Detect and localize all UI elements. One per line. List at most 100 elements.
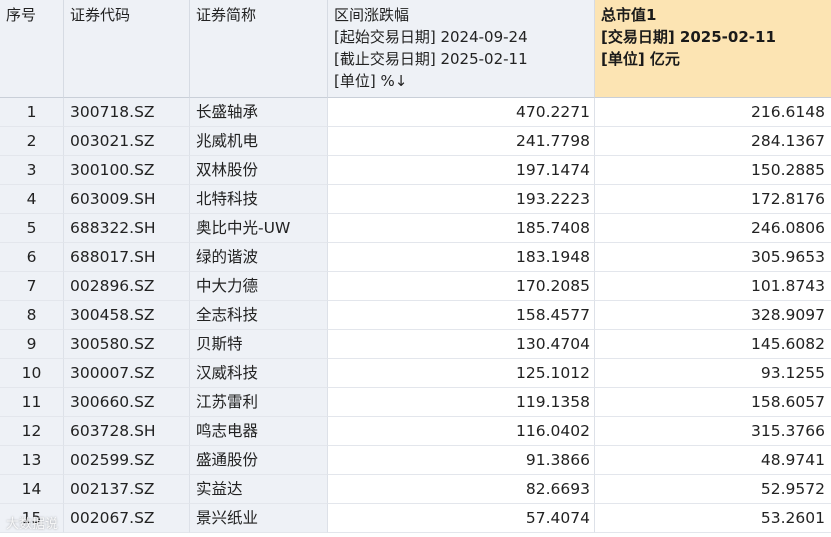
table-row[interactable]: 14 002137.SZ 实益达 82.6693 52.9572: [0, 475, 831, 504]
table-row[interactable]: 5 688322.SH 奥比中光-UW 185.7408 246.0806: [0, 214, 831, 243]
row-code-cell: 002599.SZ: [64, 446, 190, 475]
row-seq-cell: 13: [0, 446, 64, 475]
table-row[interactable]: 8 300458.SZ 全志科技 158.4577 328.9097: [0, 301, 831, 330]
row-mktcap-cell: 150.2885: [595, 156, 831, 185]
row-name-cell: 贝斯特: [190, 330, 328, 359]
row-seq-cell: 7: [0, 272, 64, 301]
row-code-cell: 603009.SH: [64, 185, 190, 214]
row-code-cell: 002067.SZ: [64, 504, 190, 533]
row-mktcap-cell: 52.9572: [595, 475, 831, 504]
col-header-name-label: 证券简称: [196, 6, 257, 24]
row-code-cell: 300458.SZ: [64, 301, 190, 330]
row-change-cell: 57.4074: [328, 504, 595, 533]
row-code-cell: 300718.SZ: [64, 98, 190, 127]
row-seq-cell: 5: [0, 214, 64, 243]
row-name-cell: 盛通股份: [190, 446, 328, 475]
row-code-cell: 002896.SZ: [64, 272, 190, 301]
row-seq-cell: 8: [0, 301, 64, 330]
row-change-cell: 183.1948: [328, 243, 595, 272]
row-change-cell: 193.2223: [328, 185, 595, 214]
row-name-cell: 双林股份: [190, 156, 328, 185]
row-code-cell: 300580.SZ: [64, 330, 190, 359]
row-change-cell: 470.2271: [328, 98, 595, 127]
row-name-cell: 绿的谐波: [190, 243, 328, 272]
row-seq-cell: 9: [0, 330, 64, 359]
row-seq-cell: 10: [0, 359, 64, 388]
row-name-cell: 全志科技: [190, 301, 328, 330]
table-row[interactable]: 12 603728.SH 鸣志电器 116.0402 315.3766: [0, 417, 831, 446]
row-mktcap-cell: 53.2601: [595, 504, 831, 533]
row-name-cell: 中大力德: [190, 272, 328, 301]
row-change-cell: 197.1474: [328, 156, 595, 185]
row-change-cell: 125.1012: [328, 359, 595, 388]
row-code-cell: 300100.SZ: [64, 156, 190, 185]
row-name-cell: 鸣志电器: [190, 417, 328, 446]
row-name-cell: 奥比中光-UW: [190, 214, 328, 243]
row-name-cell: 实益达: [190, 475, 328, 504]
row-change-cell: 158.4577: [328, 301, 595, 330]
row-mktcap-cell: 158.6057: [595, 388, 831, 417]
row-name-cell: 长盛轴承: [190, 98, 328, 127]
col-header-seq-label: 序号: [6, 6, 37, 24]
table-row[interactable]: 1 300718.SZ 长盛轴承 470.2271 216.6148: [0, 98, 831, 127]
row-seq-cell: 14: [0, 475, 64, 504]
col-header-mktcap[interactable]: 总市值1 [交易日期] 2025-02-11 [单位] 亿元: [595, 0, 831, 98]
row-code-cell: 300660.SZ: [64, 388, 190, 417]
col-header-code-label: 证券代码: [70, 6, 131, 24]
row-seq-cell: 11: [0, 388, 64, 417]
row-seq-cell: 6: [0, 243, 64, 272]
row-mktcap-cell: 328.9097: [595, 301, 831, 330]
table-row[interactable]: 9 300580.SZ 贝斯特 130.4704 145.6082: [0, 330, 831, 359]
row-seq-cell: 4: [0, 185, 64, 214]
row-seq-cell: 2: [0, 127, 64, 156]
table-row[interactable]: 11 300660.SZ 江苏雷利 119.1358 158.6057: [0, 388, 831, 417]
row-name-cell: 汉威科技: [190, 359, 328, 388]
col-header-code[interactable]: 证券代码: [64, 0, 190, 98]
table-row[interactable]: 3 300100.SZ 双林股份 197.1474 150.2885: [0, 156, 831, 185]
row-mktcap-cell: 172.8176: [595, 185, 831, 214]
row-change-cell: 82.6693: [328, 475, 595, 504]
row-code-cell: 603728.SH: [64, 417, 190, 446]
row-change-cell: 185.7408: [328, 214, 595, 243]
col-header-change-start: [起始交易日期] 2024-09-24: [334, 28, 528, 46]
row-code-cell: 002137.SZ: [64, 475, 190, 504]
row-mktcap-cell: 284.1367: [595, 127, 831, 156]
col-header-mktcap-date: [交易日期] 2025-02-11: [601, 28, 776, 46]
row-mktcap-cell: 246.0806: [595, 214, 831, 243]
table-row[interactable]: 2 003021.SZ 兆威机电 241.7798 284.1367: [0, 127, 831, 156]
col-header-change-title: 区间涨跌幅: [334, 6, 410, 24]
table-row[interactable]: 10 300007.SZ 汉威科技 125.1012 93.1255: [0, 359, 831, 388]
row-code-cell: 300007.SZ: [64, 359, 190, 388]
row-mktcap-cell: 216.6148: [595, 98, 831, 127]
row-mktcap-cell: 48.9741: [595, 446, 831, 475]
col-header-change-unit: [单位] %↓: [334, 72, 408, 90]
row-mktcap-cell: 315.3766: [595, 417, 831, 446]
row-mktcap-cell: 93.1255: [595, 359, 831, 388]
row-code-cell: 003021.SZ: [64, 127, 190, 156]
row-name-cell: 北特科技: [190, 185, 328, 214]
table-row[interactable]: 6 688017.SH 绿的谐波 183.1948 305.9653: [0, 243, 831, 272]
row-seq-cell: 12: [0, 417, 64, 446]
table-row[interactable]: 4 603009.SH 北特科技 193.2223 172.8176: [0, 185, 831, 214]
row-seq-cell: 1: [0, 98, 64, 127]
row-mktcap-cell: 305.9653: [595, 243, 831, 272]
row-name-cell: 兆威机电: [190, 127, 328, 156]
col-header-change[interactable]: 区间涨跌幅 [起始交易日期] 2024-09-24 [截止交易日期] 2025-…: [328, 0, 595, 98]
row-mktcap-cell: 145.6082: [595, 330, 831, 359]
row-name-cell: 景兴纸业: [190, 504, 328, 533]
table-row[interactable]: 15 002067.SZ 景兴纸业 57.4074 53.2601: [0, 504, 831, 533]
table-row[interactable]: 13 002599.SZ 盛通股份 91.3866 48.9741: [0, 446, 831, 475]
row-change-cell: 170.2085: [328, 272, 595, 301]
row-change-cell: 119.1358: [328, 388, 595, 417]
table-row[interactable]: 7 002896.SZ 中大力德 170.2085 101.8743: [0, 272, 831, 301]
col-header-seq[interactable]: 序号: [0, 0, 64, 98]
row-change-cell: 91.3866: [328, 446, 595, 475]
row-code-cell: 688322.SH: [64, 214, 190, 243]
col-header-name[interactable]: 证券简称: [190, 0, 328, 98]
row-mktcap-cell: 101.8743: [595, 272, 831, 301]
col-header-mktcap-title: 总市值1: [601, 6, 657, 24]
row-seq-cell: 15: [0, 504, 64, 533]
row-name-cell: 江苏雷利: [190, 388, 328, 417]
row-change-cell: 130.4704: [328, 330, 595, 359]
